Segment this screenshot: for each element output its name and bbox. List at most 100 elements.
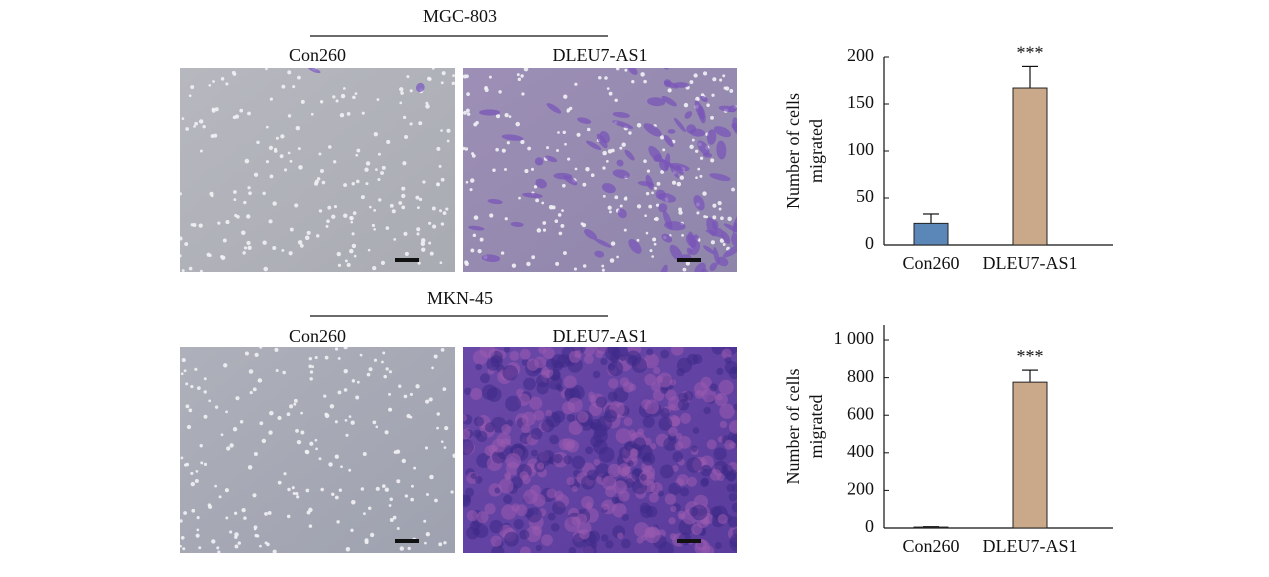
pore xyxy=(516,73,520,77)
pore xyxy=(234,535,238,539)
pore xyxy=(531,255,536,260)
pore xyxy=(604,76,608,80)
bar xyxy=(1012,87,1048,246)
pore xyxy=(601,264,605,268)
pore xyxy=(345,433,349,437)
cell xyxy=(762,234,779,251)
pore xyxy=(385,226,390,230)
cell xyxy=(767,301,773,307)
cell xyxy=(721,348,732,359)
cell xyxy=(594,238,612,248)
cell xyxy=(307,68,321,74)
pore xyxy=(328,462,333,467)
pore xyxy=(216,546,220,550)
pore xyxy=(185,404,190,409)
cell xyxy=(566,413,576,423)
pore xyxy=(196,386,201,391)
pore xyxy=(311,365,315,369)
pore xyxy=(382,484,386,488)
bar xyxy=(1012,381,1048,529)
pore xyxy=(351,243,357,249)
pore xyxy=(410,497,415,502)
pore xyxy=(193,125,196,128)
pore xyxy=(300,430,305,435)
pore xyxy=(287,487,291,492)
image-bg xyxy=(180,347,455,553)
pore xyxy=(203,377,207,381)
pore xyxy=(558,231,563,236)
cell xyxy=(723,321,735,329)
cell xyxy=(470,473,477,480)
cell xyxy=(577,117,592,124)
pore xyxy=(203,414,208,419)
cell xyxy=(592,370,601,379)
cell xyxy=(612,120,634,129)
cell xyxy=(646,348,654,356)
pore xyxy=(326,219,330,224)
pore xyxy=(243,246,247,250)
cell xyxy=(760,274,766,282)
pore xyxy=(369,532,375,538)
pore xyxy=(495,113,501,119)
pore xyxy=(384,430,389,435)
pore xyxy=(417,261,421,265)
cell xyxy=(700,478,709,488)
pore xyxy=(225,220,230,225)
cell xyxy=(486,387,502,402)
cell xyxy=(667,129,676,134)
cell xyxy=(577,411,589,423)
cell xyxy=(584,229,597,240)
pore xyxy=(415,195,420,200)
cell xyxy=(686,457,702,473)
cell xyxy=(607,360,624,377)
y-axis-label: Number of cells xyxy=(783,93,803,209)
pore xyxy=(336,520,340,524)
pore xyxy=(636,123,642,128)
pore xyxy=(362,452,367,456)
y-axis-label: migrated xyxy=(806,395,826,459)
cell xyxy=(510,476,523,489)
cell xyxy=(549,434,559,445)
pore xyxy=(226,446,231,451)
pore xyxy=(180,519,183,523)
pore xyxy=(337,356,341,360)
pore xyxy=(585,167,590,172)
cell xyxy=(720,288,729,299)
pore xyxy=(406,75,410,79)
cell xyxy=(758,249,774,268)
pore xyxy=(199,444,203,448)
cell xyxy=(621,538,631,549)
pore xyxy=(465,180,469,184)
pore xyxy=(609,258,615,263)
pore xyxy=(188,408,193,413)
pore xyxy=(181,269,185,272)
pore xyxy=(616,255,619,259)
pore xyxy=(640,72,645,77)
pore xyxy=(279,154,284,159)
texture xyxy=(463,347,737,553)
cell xyxy=(612,169,630,179)
cell xyxy=(644,353,659,369)
pore xyxy=(239,108,244,113)
scale-bar xyxy=(677,539,701,543)
pore xyxy=(261,438,267,444)
pore xyxy=(316,177,321,181)
cell xyxy=(676,357,693,373)
pore xyxy=(725,86,730,91)
cell xyxy=(728,516,737,528)
cell xyxy=(481,254,501,262)
texture xyxy=(463,68,817,349)
pore xyxy=(281,84,286,89)
pore xyxy=(380,171,384,175)
pore xyxy=(662,148,666,152)
pore xyxy=(645,231,649,235)
pore xyxy=(648,204,653,209)
pore xyxy=(381,360,384,364)
cell xyxy=(808,332,817,349)
pore xyxy=(719,238,725,243)
cell xyxy=(675,165,684,175)
pore xyxy=(218,495,222,499)
cell xyxy=(673,117,686,133)
pore xyxy=(440,177,445,182)
